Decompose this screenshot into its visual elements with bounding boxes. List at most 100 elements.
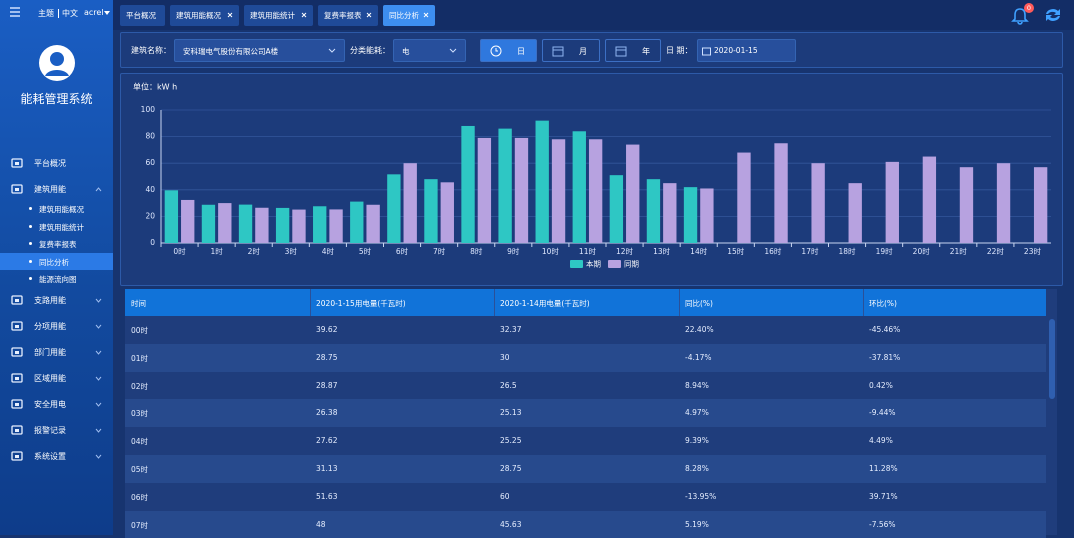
x-tick-label: 2时 — [248, 246, 261, 256]
period-button[interactable]: 月 — [542, 39, 600, 62]
table-cell: 25.25 — [500, 436, 522, 446]
menu-icon — [11, 184, 23, 194]
data-table: 时间 2020-1-15用电量(千瓦时) 2020-1-14用电量(千瓦时) 同比(%… — [125, 289, 1057, 538]
x-tick-label: 10时 — [542, 246, 560, 256]
menu-item[interactable]: 平台概况 — [34, 159, 66, 168]
bar — [588, 139, 603, 243]
tab[interactable]: 建筑用能统计 — [244, 5, 313, 26]
submenu-item[interactable]: 建筑用能统计 — [39, 222, 84, 232]
x-tick-label: 1时 — [210, 246, 223, 256]
table-cell: 5.19% — [685, 519, 709, 529]
period-icon — [552, 46, 564, 57]
tab[interactable]: 平台概况 — [120, 5, 165, 26]
period-label: 年 — [642, 47, 650, 56]
menu-item[interactable]: 分项用能 — [34, 321, 66, 331]
table-row — [125, 399, 1046, 428]
x-tick-label: 16时 — [764, 246, 782, 256]
table-cell: 28.75 — [316, 352, 338, 362]
column-header: 时间 — [131, 299, 146, 308]
table-row — [125, 371, 1046, 400]
separator — [58, 9, 59, 18]
refresh-button[interactable] — [1043, 6, 1063, 24]
x-tick-label: 23时 — [1024, 246, 1042, 256]
period-button[interactable]: 年 — [605, 39, 661, 62]
tab-close[interactable] — [227, 12, 233, 18]
x-tick-label: 11时 — [579, 246, 597, 256]
date-value: 2020-01-15 — [714, 46, 758, 55]
menu-icon — [11, 372, 23, 383]
period-icon — [490, 45, 502, 57]
bar — [387, 174, 401, 243]
table-cell: 31.13 — [316, 464, 338, 473]
bar — [498, 128, 512, 243]
bar — [329, 209, 343, 243]
bar — [774, 143, 788, 243]
table-cell: 07时 — [131, 520, 149, 530]
category-value: 电 — [402, 47, 410, 56]
table-cell: 01时 — [131, 353, 149, 363]
select-arrow — [328, 48, 336, 53]
user-menu[interactable]: acrel — [84, 8, 104, 17]
date-input[interactable]: 2020-01-15 — [697, 39, 796, 62]
x-tick-label: 19时 — [876, 246, 894, 256]
menu-item[interactable]: 区域用能 — [34, 373, 66, 383]
tab[interactable]: 建筑用能概况 — [170, 5, 239, 26]
column-header: 环比(%) — [869, 299, 897, 308]
submenu-item[interactable]: 建筑用能概况 — [39, 205, 84, 214]
bar — [646, 179, 661, 243]
menu-item[interactable]: 报警记录 — [34, 425, 66, 435]
menu-item[interactable]: 部门用能 — [34, 347, 66, 357]
bar — [551, 139, 566, 243]
tab[interactable]: 同比分析 — [383, 5, 435, 26]
tab[interactable]: 复费率报表 — [318, 5, 378, 26]
table-cell: 48 — [316, 519, 326, 529]
bar — [181, 199, 195, 243]
theme-link[interactable]: 主题 — [38, 9, 54, 18]
tab-close[interactable] — [301, 12, 307, 18]
column-header: 2020-1-14用电量(千瓦时) — [500, 299, 590, 308]
building-select[interactable]: 安科瑞电气股份有限公司A楼 — [174, 39, 345, 62]
y-tick-label: 40 — [145, 185, 155, 194]
period-button[interactable]: 日 — [480, 39, 537, 62]
scrollbar[interactable] — [1049, 319, 1055, 399]
submenu-item[interactable]: 同比分析 — [39, 257, 69, 267]
app-title: 能耗管理系统 — [20, 92, 93, 106]
table-cell: 02时 — [131, 381, 149, 391]
period-label: 日 — [517, 47, 525, 56]
table-cell: -45.46% — [869, 325, 901, 334]
category-select[interactable]: 电 — [393, 39, 466, 62]
menu-active-bg — [0, 252, 113, 270]
table-cell: 8.94% — [685, 380, 709, 390]
menu-item[interactable]: 支路用能 — [34, 295, 66, 305]
table-row — [125, 482, 1046, 511]
x-tick-label: 13时 — [653, 246, 671, 256]
submenu-dot — [29, 242, 32, 245]
menu-item[interactable]: 安全用电 — [34, 399, 66, 409]
bar — [663, 183, 677, 243]
menu-icon — [11, 346, 23, 357]
category-label: 分类能耗： — [350, 46, 390, 55]
submenu-item[interactable]: 能源流向图 — [39, 275, 77, 284]
notification-bell[interactable] — [1010, 6, 1030, 26]
legend-label: 本期 — [586, 259, 601, 269]
submenu-item[interactable]: 复费率报表 — [39, 240, 77, 249]
menu-item[interactable]: 系统设置 — [34, 451, 66, 461]
language-link[interactable]: 中文 — [62, 9, 78, 18]
table-header — [125, 289, 1046, 316]
bar — [1033, 167, 1048, 243]
filter-panel: 建筑名称： 安科瑞电气股份有限公司A楼 分类能耗： 电 日 月 年 日 期： 2020-01-1… — [120, 32, 1063, 68]
table-cell: 39.71% — [869, 491, 898, 501]
bar — [218, 203, 232, 243]
calendar-icon — [702, 47, 711, 56]
table-cell: 28.87 — [316, 380, 338, 390]
tab-close[interactable] — [423, 12, 429, 18]
menu-icon — [11, 320, 23, 331]
bar — [922, 156, 937, 243]
tab-close[interactable] — [366, 12, 372, 18]
bar — [275, 207, 290, 243]
menu-item[interactable]: 建筑用能 — [34, 185, 66, 194]
bar — [201, 204, 216, 243]
menu-toggle[interactable] — [8, 5, 22, 19]
submenu-dot — [29, 277, 32, 280]
